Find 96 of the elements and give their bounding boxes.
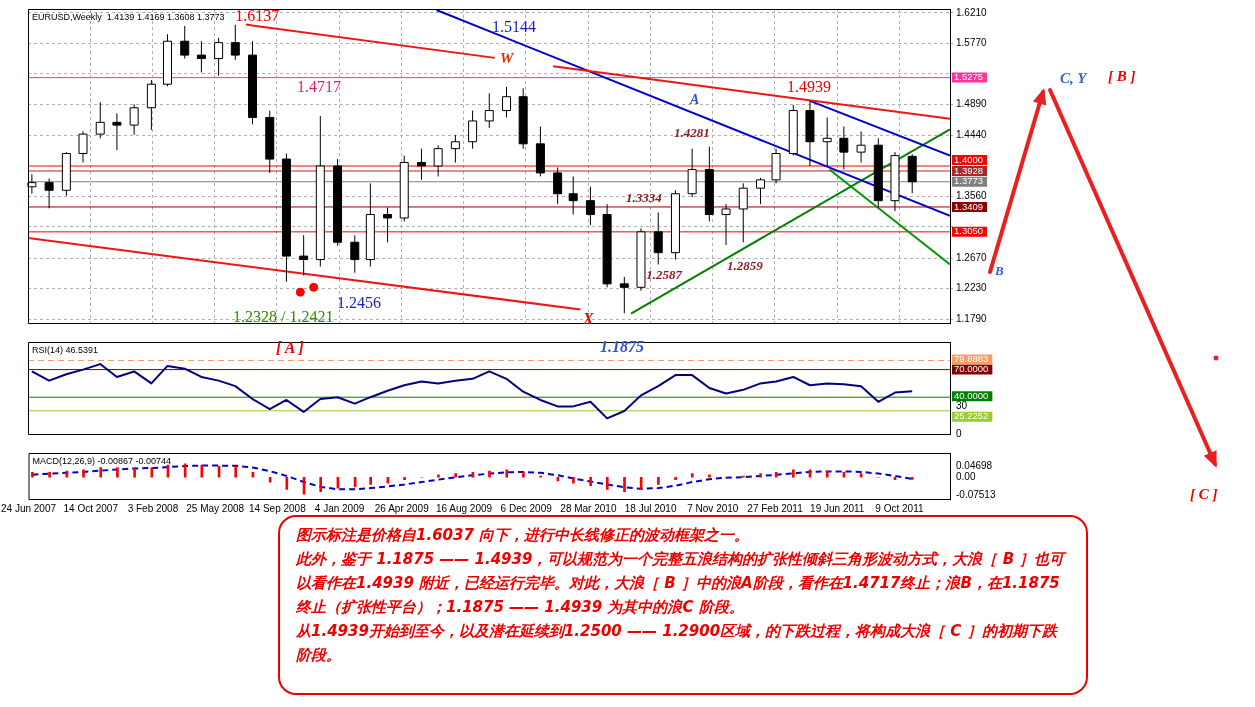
y-tick-label: 30 — [956, 400, 968, 412]
bar — [454, 473, 457, 478]
bar — [82, 469, 85, 478]
bar — [657, 476, 660, 485]
bar — [589, 476, 592, 487]
x-tick-label: 7 Nov 2010 — [687, 502, 739, 514]
annotation: 1.3334 — [626, 190, 662, 206]
annotation: 1.1875 — [600, 338, 644, 356]
ref-line-label: 25.2252 — [954, 410, 989, 422]
x-tick-label: 6 Dec 2009 — [500, 502, 553, 514]
bar — [825, 470, 829, 478]
y-tick-label: 0 — [956, 427, 962, 439]
bar — [285, 476, 289, 490]
bar — [690, 473, 694, 478]
annotation: A — [690, 92, 700, 108]
x-tick-label: 26 Apr 2009 — [374, 502, 430, 514]
bar — [234, 465, 238, 478]
annotation: 1.2859 — [727, 258, 763, 274]
annotation: 1.4717 — [297, 78, 341, 96]
x-tick-label: 9 Oct 2011 — [875, 502, 924, 514]
x-tick-label: 14 Sep 2008 — [249, 502, 307, 514]
bar — [572, 476, 575, 484]
x-tick-label: 18 Jul 2010 — [624, 502, 677, 514]
y-tick-label: -0.07513 — [956, 489, 996, 501]
chart-title: MACD(12,26,9) -0.00867 -0.00744 — [32, 455, 172, 466]
x-tick-label: 16 Aug 2009 — [435, 502, 493, 514]
x-tick-label: 4 Jan 2009 — [314, 502, 365, 514]
ref-line-label: 70.0000 — [954, 363, 989, 375]
bar — [505, 469, 509, 478]
annotation: W — [500, 50, 514, 67]
y-tick-label: 1.4890 — [956, 98, 988, 110]
bar — [639, 476, 643, 490]
bar — [48, 472, 51, 478]
bar — [488, 470, 491, 478]
ref-line-label: 1.5275 — [954, 71, 984, 83]
annotation: 1.2456 — [337, 294, 381, 312]
ref-line-label: 1.4000 — [954, 153, 984, 165]
bar — [792, 469, 795, 478]
text: C, Y — [1060, 70, 1087, 87]
bar — [369, 476, 373, 485]
y-tick-label: 1.4440 — [956, 129, 988, 141]
x-tick-label: 19 Jun 2011 — [810, 502, 865, 514]
text: 从1.4939开始到至今，以及潜在延续到1.2500 —— 1.2900区域，的下跌过程，将构成大浪［ C ］的初期下跌阶段。 — [296, 621, 1059, 666]
text: 图示标注是价格自1.6037 向下，进行中长线修正的波动框架之一。 — [296, 525, 751, 546]
ref-line-label: 1.3050 — [954, 225, 984, 237]
bar — [759, 473, 762, 478]
bar — [708, 474, 711, 478]
bar — [133, 467, 136, 478]
bar — [99, 467, 103, 478]
bar — [674, 476, 677, 480]
annotation: 1.4939 — [786, 77, 831, 96]
annotation: 1.2328 / 1.2421 — [233, 308, 334, 326]
y-tick-label: 1.3560 — [956, 190, 988, 202]
bar — [200, 464, 204, 478]
bar — [605, 476, 609, 490]
bar — [910, 476, 914, 480]
bar — [31, 472, 34, 478]
candlestick — [755, 177, 765, 205]
text: [ C ] — [1190, 486, 1218, 503]
x-tick-label: 25 May 2008 — [186, 502, 245, 514]
ref-line-label: 1.3409 — [954, 200, 984, 212]
line-series — [31, 464, 914, 491]
bar — [116, 467, 119, 478]
annotation: X — [583, 310, 594, 328]
text: [ B ] — [1108, 68, 1136, 85]
y-tick-label: 1.6210 — [956, 6, 988, 18]
annotation: 1.5144 — [492, 18, 536, 36]
bar — [437, 474, 440, 478]
bar — [403, 476, 406, 480]
y-tick-label: 1.2230 — [956, 282, 988, 294]
annotation: 1.4281 — [674, 125, 710, 141]
y-tick-label: 1.2670 — [956, 251, 988, 263]
chart-title: RSI(14) 46.5391 — [32, 344, 99, 355]
x-tick-label: 14 Oct 2007 — [63, 502, 119, 514]
annotation: 1.6137 — [235, 6, 280, 25]
ref-line-label: 79.8883 — [954, 353, 989, 365]
y-tick-label: 1.5770 — [956, 37, 988, 49]
x-tick-label: 3 Feb 2008 — [127, 502, 179, 514]
y-tick-label: 0.04698 — [956, 459, 993, 471]
chart-title: EURUSD,Weekly 1.4139 1.4169 1.3608 1.3773 — [32, 11, 225, 22]
ref-line-label: 1.3773 — [954, 175, 984, 187]
bar — [522, 472, 525, 478]
text: B — [995, 263, 1004, 279]
x-tick-label: 28 Mar 2010 — [560, 502, 617, 514]
y-tick-label: 0.00 — [956, 470, 976, 482]
bar — [319, 476, 323, 493]
annotation: 1.2587 — [646, 267, 682, 284]
y-tick-label: 1.1790 — [956, 312, 988, 324]
x-tick-label: 27 Feb 2011 — [747, 502, 804, 514]
annotation: [ A ] — [276, 339, 304, 357]
bar — [623, 476, 626, 493]
ref-line-label: 1.3928 — [954, 164, 984, 176]
ref-line-label: 40.0000 — [954, 389, 989, 401]
text: 此外，鉴于 1.1875 —— 1.4939，可以规范为一个完整五浪结构的扩张性倾斜三角形波动方式，大浪［ B ］也可以看作在1.4939 附近，已经运行完毕。对此，大浪［ B ］中的浪A阶段，看作在1.4717终止；浪B，在1.1875终止（扩张性平台）；1.1875 —— 1.4939 为其中的浪C 阶段。 — [296, 549, 1068, 618]
x-tick-label: 24 Jun 2007 — [0, 502, 57, 514]
bar — [859, 473, 863, 478]
